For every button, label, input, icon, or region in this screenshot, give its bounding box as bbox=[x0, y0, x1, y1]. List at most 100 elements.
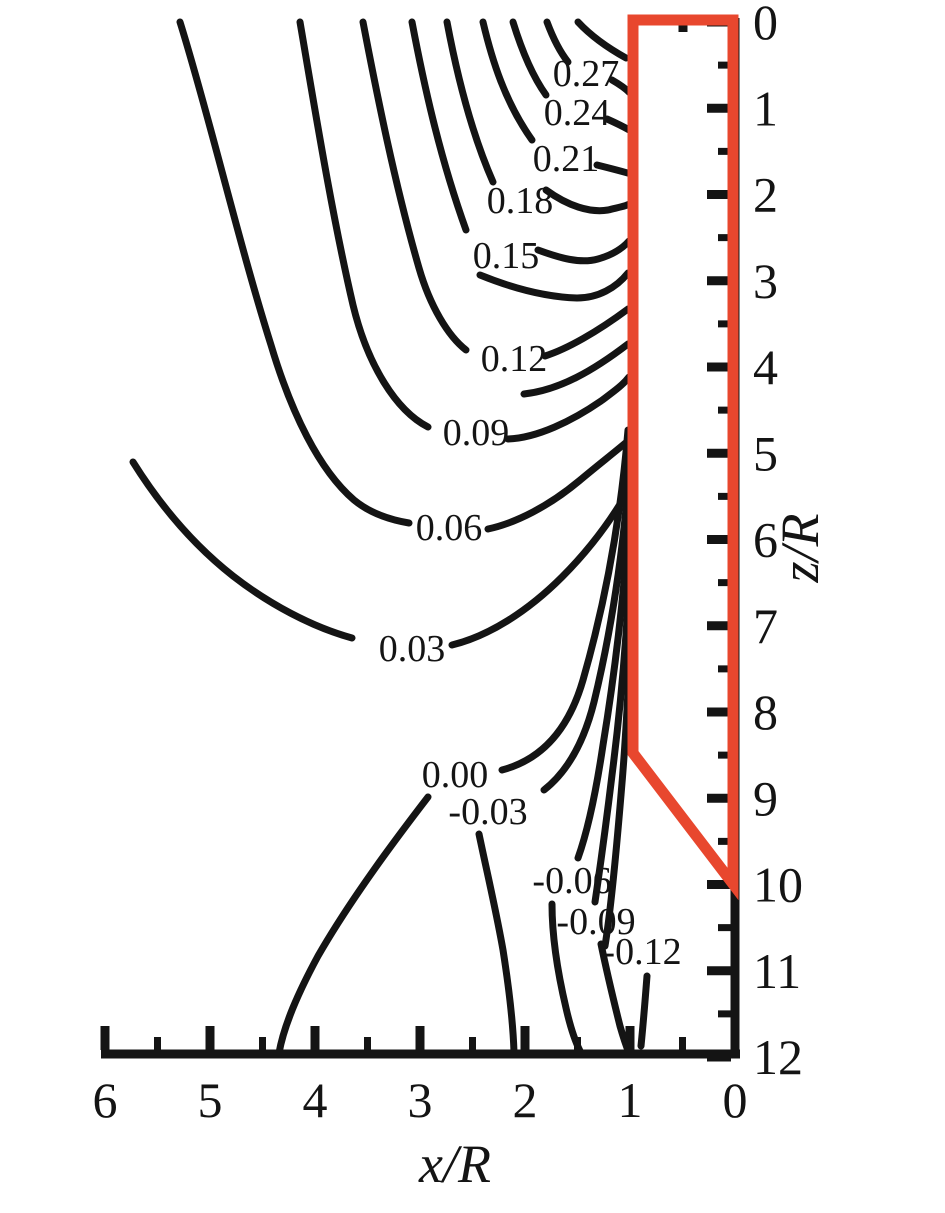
contour-label-0.00: 0.00 bbox=[422, 754, 489, 796]
z-axis-title: z/R bbox=[770, 513, 830, 583]
z-axis-major-tick bbox=[707, 707, 731, 717]
contour-line-0.21 bbox=[479, 18, 536, 144]
z-axis-tick-label: 11 bbox=[753, 943, 801, 999]
contour-line-0.18 bbox=[542, 186, 635, 215]
contour-line-0.09 bbox=[296, 18, 432, 431]
z-axis-minor-tick bbox=[718, 1010, 731, 1018]
contour-label-0.15: 0.15 bbox=[473, 235, 540, 277]
contour-label--0.09: -0.09 bbox=[556, 901, 635, 943]
x-axis-minor-tick bbox=[679, 1037, 686, 1050]
z-axis-minor-tick bbox=[718, 61, 731, 69]
contour-line--0.06 bbox=[574, 488, 635, 862]
contour-line-0.06 bbox=[176, 18, 413, 527]
z-axis-tick-label: 1 bbox=[753, 80, 778, 136]
z-axis-tick-label: 0 bbox=[753, 0, 778, 50]
contour-line--0.06 bbox=[548, 900, 584, 1055]
x-axis-major-tick bbox=[520, 1026, 530, 1050]
z-axis-tick-label: 10 bbox=[753, 857, 803, 913]
contour-label--0.12: -0.12 bbox=[602, 931, 681, 973]
z-axis-major-tick bbox=[707, 793, 731, 803]
contour-line-0.12 bbox=[359, 18, 470, 354]
contour-line-0.00 bbox=[498, 426, 632, 774]
z-axis-minor-tick bbox=[718, 234, 731, 242]
contour-line-unlabeled bbox=[476, 269, 632, 302]
z-axis-tick-label: 9 bbox=[753, 770, 778, 826]
z-axis-tick-label: 6 bbox=[753, 512, 778, 568]
x-axis-tick-label: 0 bbox=[723, 1072, 748, 1128]
x-axis-minor-tick bbox=[364, 1037, 371, 1050]
x-axis-major-tick bbox=[625, 1026, 635, 1050]
contour-line-0.09 bbox=[504, 373, 633, 443]
z-axis-major-tick bbox=[707, 276, 731, 286]
z-axis-tick-label: 3 bbox=[753, 253, 778, 309]
z-axis-major-tick bbox=[707, 103, 731, 113]
contour-line-0.24 bbox=[603, 115, 635, 135]
contour-line-unlabeled bbox=[520, 340, 632, 398]
z-axis-major-tick bbox=[707, 448, 731, 458]
pile-outline bbox=[627, 14, 739, 901]
z-axis-minor-tick bbox=[718, 924, 731, 932]
contour-line--0.03 bbox=[475, 830, 518, 1056]
z-axis-tick-label: 8 bbox=[753, 684, 778, 740]
z-axis-major-tick bbox=[707, 535, 731, 544]
contour-line-0.03 bbox=[448, 492, 629, 649]
contour-line--0.12 bbox=[637, 972, 651, 1050]
z-axis-minor-tick bbox=[718, 492, 731, 500]
contour-line--0.03 bbox=[540, 458, 634, 794]
x-axis-tick-label: 5 bbox=[198, 1072, 223, 1128]
z-axis-tick-label: 12 bbox=[753, 1029, 803, 1085]
z-axis-major-tick bbox=[707, 966, 731, 976]
contour-line-unlabeled bbox=[574, 18, 630, 62]
z-axis-minor-tick bbox=[718, 320, 731, 328]
contour-label-0.21: 0.21 bbox=[533, 138, 600, 180]
x-axis-title: x/R bbox=[418, 1134, 491, 1194]
z-axis-minor-tick bbox=[718, 751, 731, 759]
contour-label--0.03: -0.03 bbox=[448, 791, 527, 833]
x-axis-major-tick bbox=[730, 1026, 740, 1050]
z-axis-minor-tick bbox=[718, 837, 731, 845]
x-axis-tick-label: 2 bbox=[513, 1072, 538, 1128]
contour-line-0.27 bbox=[543, 18, 572, 66]
x-axis-major-tick bbox=[100, 1026, 110, 1050]
x-axis-tick-label: 4 bbox=[303, 1072, 328, 1128]
x-axis-major-tick bbox=[310, 1026, 320, 1050]
contour-label-0.18: 0.18 bbox=[487, 180, 554, 222]
z-axis-minor-tick bbox=[718, 406, 731, 414]
x-axis-major-tick bbox=[205, 1026, 215, 1050]
z-axis-tick-label: 7 bbox=[753, 598, 778, 654]
z-axis-tick-label: 4 bbox=[753, 339, 778, 395]
z-axis-tick-label: 5 bbox=[753, 425, 778, 481]
contour-label-0.27: 0.27 bbox=[553, 53, 620, 95]
z-axis-minor-tick bbox=[718, 147, 731, 155]
z-axis-major-tick bbox=[707, 190, 731, 199]
contour-line--0.09 bbox=[597, 940, 633, 1057]
contour-line-0.15 bbox=[534, 237, 633, 265]
contour-label-0.03: 0.03 bbox=[379, 628, 446, 670]
contour-line-0.00 bbox=[275, 793, 432, 1057]
contour-line-0.06 bbox=[484, 436, 633, 533]
x-axis-minor-tick bbox=[469, 1037, 476, 1050]
contour-label-0.09: 0.09 bbox=[443, 412, 510, 454]
contour-line-0.15 bbox=[408, 18, 470, 234]
z-axis-major-tick bbox=[707, 880, 731, 889]
top-edge-minor-tick bbox=[678, 20, 688, 32]
z-axis-minor-tick bbox=[718, 579, 731, 587]
z-axis-minor-tick bbox=[718, 665, 731, 673]
contour-line-0.21 bbox=[593, 161, 635, 178]
contour-line-0.18 bbox=[443, 18, 497, 186]
contour-label-0.12: 0.12 bbox=[481, 338, 548, 380]
contour-label-0.24: 0.24 bbox=[544, 92, 611, 134]
z-axis-major-tick bbox=[707, 362, 731, 372]
x-axis-minor-tick bbox=[259, 1037, 266, 1050]
contour-label-0.06: 0.06 bbox=[416, 507, 483, 549]
z-axis-major-tick bbox=[707, 1052, 731, 1062]
x-axis-minor-tick bbox=[154, 1037, 161, 1050]
z-axis-tick-label: 2 bbox=[753, 167, 778, 223]
contour-line-0.12 bbox=[541, 305, 632, 360]
contour-line-0.24 bbox=[509, 18, 550, 99]
x-axis-tick-label: 6 bbox=[93, 1072, 118, 1128]
contour-line-0.03 bbox=[129, 458, 356, 642]
x-axis-tick-label: 1 bbox=[618, 1072, 643, 1128]
